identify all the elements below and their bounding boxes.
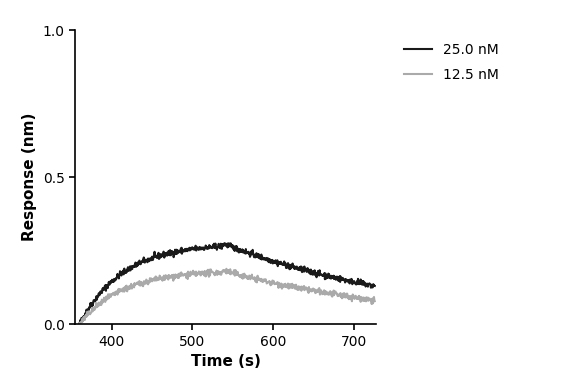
Y-axis label: Response (nm): Response (nm) xyxy=(23,113,37,241)
25.0 nM xyxy=(76,322,83,326)
12.5 nM xyxy=(371,299,378,303)
12.5 nM xyxy=(244,275,251,279)
25.0 nM xyxy=(299,270,306,274)
12.5 nM xyxy=(330,293,337,297)
25.0 nM xyxy=(94,294,101,298)
25.0 nM xyxy=(262,256,269,261)
X-axis label: Time (s): Time (s) xyxy=(191,354,261,369)
Line: 25.0 nM: 25.0 nM xyxy=(79,243,375,324)
25.0 nM xyxy=(221,241,228,245)
12.5 nM xyxy=(252,276,259,280)
25.0 nM xyxy=(244,250,251,254)
Legend: 25.0 nM, 12.5 nM: 25.0 nM, 12.5 nM xyxy=(398,37,504,87)
12.5 nM xyxy=(94,305,101,309)
25.0 nM xyxy=(330,276,337,280)
12.5 nM xyxy=(76,322,83,327)
25.0 nM xyxy=(252,255,259,259)
25.0 nM xyxy=(371,284,378,288)
12.5 nM xyxy=(223,267,230,271)
12.5 nM xyxy=(76,320,83,325)
25.0 nM xyxy=(76,321,83,326)
Line: 12.5 nM: 12.5 nM xyxy=(79,269,375,325)
12.5 nM xyxy=(262,278,269,282)
12.5 nM xyxy=(299,287,306,291)
